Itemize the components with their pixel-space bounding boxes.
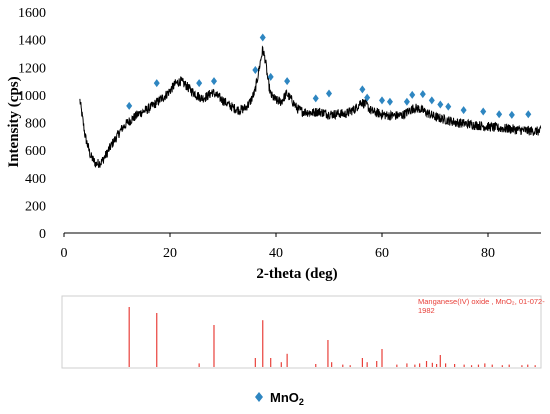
y-tick-label: 1000 xyxy=(18,89,46,104)
x-tick-label: 40 xyxy=(269,246,283,261)
legend-diamond-icon xyxy=(255,392,263,402)
x-axis-tick-labels: 0 20 40 60 80 xyxy=(61,246,496,261)
mno2-peak-diamond xyxy=(525,110,532,119)
x-tick-label: 0 xyxy=(61,246,68,261)
mno2-peak-diamond xyxy=(379,96,385,105)
mno2-peak-diamond xyxy=(312,94,319,103)
mno2-peak-diamond xyxy=(196,79,203,88)
mno2-peak-diamond xyxy=(284,77,291,86)
x-axis-tick-marks xyxy=(63,233,489,237)
y-tick-label: 400 xyxy=(25,172,46,187)
y-tick-label: 1200 xyxy=(18,61,46,76)
xrd-pattern-line xyxy=(79,45,542,168)
x-tick-label: 20 xyxy=(163,246,177,261)
mno2-peak-diamond xyxy=(508,110,515,119)
reference-label: Manganese(IV) oxide , MnO₂, 01-072-1982 xyxy=(418,297,545,315)
x-axis-title: 2-theta (deg) xyxy=(256,266,337,282)
mno2-peak-diamond xyxy=(153,79,160,88)
reference-panel-frame xyxy=(61,295,542,369)
mno2-peak-diamond xyxy=(409,90,416,99)
x-tick-label: 60 xyxy=(375,246,389,261)
mno2-peak-diamond xyxy=(403,97,410,106)
mno2-peak-diamond xyxy=(259,33,266,42)
x-tick-label: 80 xyxy=(481,246,495,261)
y-tick-label: 800 xyxy=(25,117,46,132)
mno2-peak-markers xyxy=(126,33,532,119)
mno2-peak-diamond xyxy=(428,96,435,105)
y-tick-label: 0 xyxy=(39,227,46,242)
mno2-peak-diamond xyxy=(126,101,133,110)
legend-label: MnO2 xyxy=(270,390,304,407)
mno2-peak-diamond xyxy=(496,110,503,119)
y-axis-tick-labels: 0 200 400 600 800 1000 1200 1400 1600 xyxy=(18,6,46,242)
reference-sticks xyxy=(128,307,536,367)
mno2-peak-diamond xyxy=(437,100,444,109)
mno2-peak-diamond xyxy=(267,72,274,81)
mno2-peak-diamond xyxy=(460,106,467,115)
mno2-peak-diamond xyxy=(480,107,487,116)
mno2-peak-diamond xyxy=(386,97,393,106)
y-tick-label: 600 xyxy=(25,144,46,159)
mno2-peak-diamond xyxy=(364,93,371,102)
y-tick-label: 1600 xyxy=(18,6,46,21)
mno2-peak-diamond xyxy=(326,89,332,98)
mno2-peak-diamond xyxy=(445,102,452,111)
legend: MnO2 xyxy=(255,390,304,407)
mno2-peak-diamond xyxy=(252,66,259,75)
mno2-peak-diamond xyxy=(210,77,217,86)
mno2-peak-diamond xyxy=(359,85,366,94)
y-tick-label: 1400 xyxy=(18,34,46,49)
y-tick-label: 200 xyxy=(25,199,46,214)
mno2-peak-diamond xyxy=(419,90,426,99)
y-axis-title: Intensity (cps) xyxy=(6,76,22,167)
